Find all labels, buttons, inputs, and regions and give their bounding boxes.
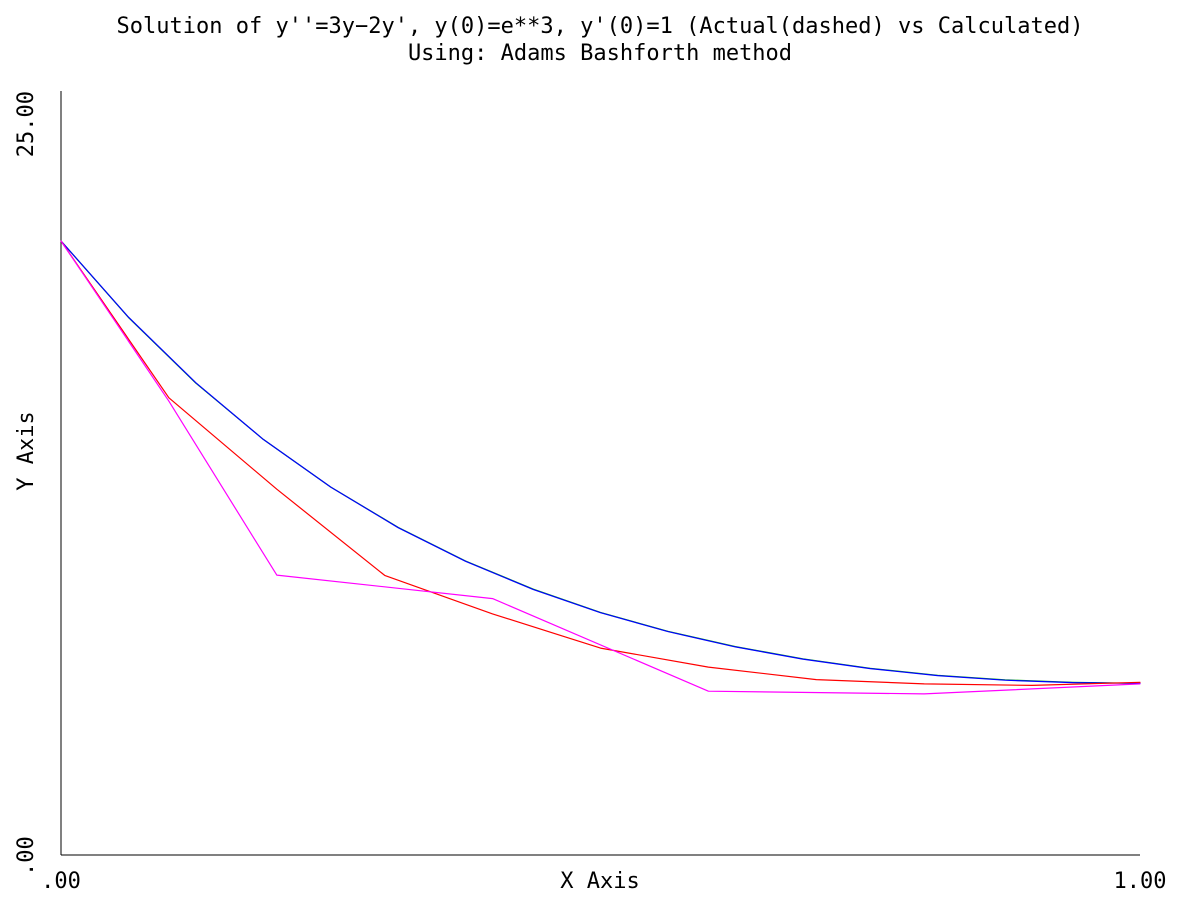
chart-title: Solution of y''=3y−2y', y(0)=e**3, y'(0)… bbox=[117, 14, 1084, 39]
series-line-3 bbox=[60, 240, 1141, 687]
y-tick-label-max: 25.00 bbox=[14, 91, 39, 157]
series-line-1 bbox=[60, 240, 1141, 684]
y-axis-label: Y Axis bbox=[14, 411, 39, 490]
series-layer bbox=[60, 240, 1141, 695]
y-tick-label-min: .00 bbox=[14, 836, 39, 876]
x-tick-label-max: 1.00 bbox=[1114, 869, 1167, 894]
series-line-4 bbox=[60, 240, 1141, 695]
x-tick-label-min: .00 bbox=[41, 869, 81, 894]
chart-subtitle: Using: Adams Bashforth method bbox=[408, 41, 792, 66]
x-axis-label: X Axis bbox=[560, 869, 639, 894]
series-line-2 bbox=[60, 240, 1141, 684]
